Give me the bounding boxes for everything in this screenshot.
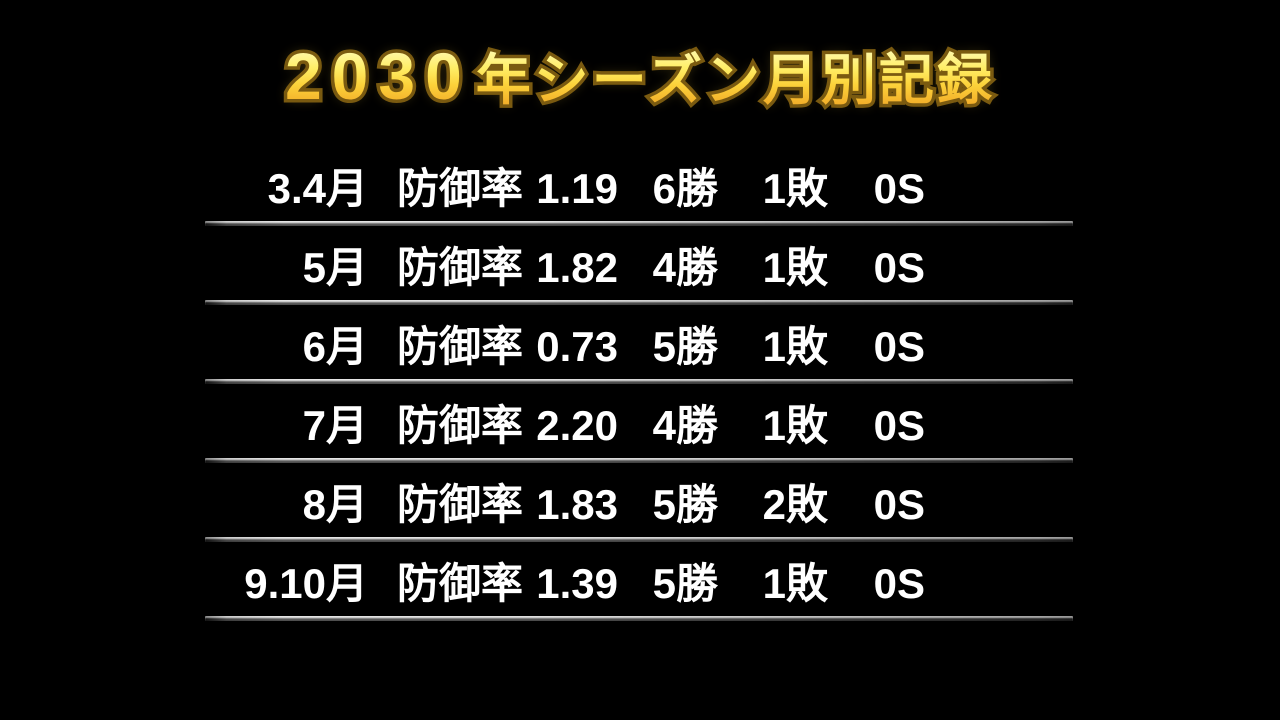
- record-row: 8月 防御率 1.83 5勝 2敗 0S: [205, 463, 1073, 542]
- record-row: 6月 防御率 0.73 5勝 1敗 0S: [205, 305, 1073, 384]
- title-suffix: 年シーズン月別記録: [472, 48, 995, 113]
- month-cell: 6月: [302, 323, 368, 370]
- saves-cell: 0S: [873, 165, 925, 212]
- losses-cell: 2敗: [762, 481, 828, 528]
- month-cell: 5月: [302, 244, 368, 291]
- month-cell: 9.10月: [244, 560, 368, 607]
- month-cell: 3.4月: [267, 165, 368, 212]
- record-row-cells: 6月 防御率 0.73 5勝 1敗 0S: [205, 313, 1073, 379]
- era-label-cell: 防御率: [396, 402, 523, 449]
- record-row-cells: 8月 防御率 1.83 5勝 2敗 0S: [205, 471, 1073, 537]
- losses-cell: 1敗: [762, 165, 828, 212]
- page-title-fill: 2030年シーズン月別記録: [0, 42, 1280, 111]
- record-row: 9.10月 防御率 1.39 5勝 1敗 0S: [205, 542, 1073, 621]
- title-year: 2030: [281, 38, 472, 114]
- wins-cell: 5勝: [652, 560, 718, 607]
- saves-cell: 0S: [873, 402, 925, 449]
- era-label-cell: 防御率: [396, 323, 523, 370]
- era-label-cell: 防御率: [396, 481, 523, 528]
- saves-cell: 0S: [873, 560, 925, 607]
- page-title-outline: 2030年シーズン月別記録: [0, 38, 1280, 114]
- row-divider: [205, 379, 1073, 384]
- saves-cell: 0S: [873, 481, 925, 528]
- record-row: 5月 防御率 1.82 4勝 1敗 0S: [205, 226, 1073, 305]
- record-row-cells: 7月 防御率 2.20 4勝 1敗 0S: [205, 392, 1073, 458]
- record-row-cells: 5月 防御率 1.82 4勝 1敗 0S: [205, 234, 1073, 300]
- monthly-records-table: 3.4月 防御率 1.19 6勝 1敗 0S 5月 防御率 1.82 4勝 1敗…: [205, 147, 1073, 621]
- wins-cell: 4勝: [652, 402, 718, 449]
- row-divider: [205, 458, 1073, 463]
- row-divider: [205, 537, 1073, 542]
- era-value-cell: 2.20: [536, 402, 618, 449]
- losses-cell: 1敗: [762, 402, 828, 449]
- title-year: 2030: [284, 39, 472, 113]
- wins-cell: 5勝: [652, 323, 718, 370]
- era-value-cell: 1.39: [536, 560, 618, 607]
- row-divider: [205, 616, 1073, 621]
- month-cell: 7月: [302, 402, 368, 449]
- page-title: 2030年シーズン月別記録 2030年シーズン月別記録: [0, 38, 1280, 114]
- era-label-cell: 防御率: [396, 165, 523, 212]
- losses-cell: 1敗: [762, 323, 828, 370]
- row-divider: [205, 300, 1073, 305]
- wins-cell: 4勝: [652, 244, 718, 291]
- losses-cell: 1敗: [762, 244, 828, 291]
- record-row-cells: 3.4月 防御率 1.19 6勝 1敗 0S: [205, 155, 1073, 221]
- title-suffix: 年シーズン月別記録: [475, 49, 996, 111]
- era-value-cell: 1.83: [536, 481, 618, 528]
- saves-cell: 0S: [873, 244, 925, 291]
- era-value-cell: 1.19: [536, 165, 618, 212]
- row-divider: [205, 221, 1073, 226]
- saves-cell: 0S: [873, 323, 925, 370]
- month-cell: 8月: [302, 481, 368, 528]
- record-row-cells: 9.10月 防御率 1.39 5勝 1敗 0S: [205, 550, 1073, 616]
- wins-cell: 5勝: [652, 481, 718, 528]
- era-value-cell: 1.82: [536, 244, 618, 291]
- era-label-cell: 防御率: [396, 244, 523, 291]
- era-label-cell: 防御率: [396, 560, 523, 607]
- wins-cell: 6勝: [652, 165, 718, 212]
- record-row: 7月 防御率 2.20 4勝 1敗 0S: [205, 384, 1073, 463]
- record-row: 3.4月 防御率 1.19 6勝 1敗 0S: [205, 147, 1073, 226]
- losses-cell: 1敗: [762, 560, 828, 607]
- era-value-cell: 0.73: [536, 323, 618, 370]
